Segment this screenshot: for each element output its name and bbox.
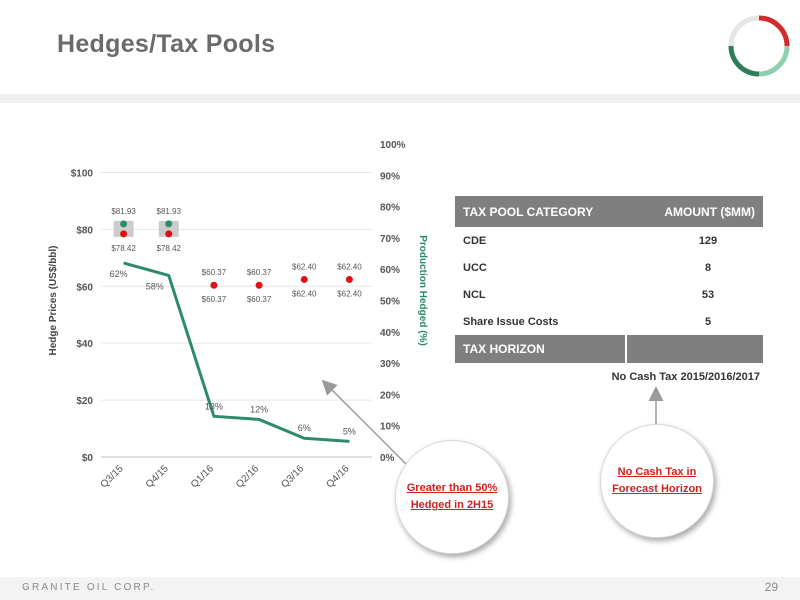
row-category: UCC <box>463 261 487 274</box>
y-right-tick-label: 80% <box>380 203 400 214</box>
line-data-label: 5% <box>343 426 356 436</box>
hedged-callout-line1: Greater than 50% <box>406 482 498 494</box>
tax-horizon-label: TAX HORIZON <box>463 342 545 356</box>
y-tick-label: $20 <box>76 396 93 407</box>
ceiling-price-label: $60.37 <box>247 268 272 277</box>
y-right-tick-label: 60% <box>380 265 400 276</box>
y-right-tick-label: 70% <box>380 234 400 245</box>
floor-price-label: $62.40 <box>292 289 317 298</box>
hedged-callout-arrow <box>321 379 413 471</box>
y-right-tick-label: 40% <box>380 328 400 339</box>
ceiling-point <box>165 220 173 228</box>
floor-price-label: $62.40 <box>337 289 362 298</box>
table-row: UCC 8 <box>455 254 763 281</box>
floor-point <box>165 230 173 238</box>
ceiling-point <box>300 275 308 283</box>
floor-price-label: $78.42 <box>157 244 182 253</box>
line-data-label: 58% <box>146 281 164 291</box>
ceiling-point <box>345 275 353 283</box>
ceiling-price-label: $60.37 <box>202 268 227 277</box>
y-right-tick-label: 20% <box>380 390 400 401</box>
column-divider <box>625 335 627 363</box>
row-amount: 129 <box>698 234 718 247</box>
row-amount: 53 <box>701 288 715 301</box>
table-row: NCL 53 <box>455 281 763 308</box>
footer-company: GRANITE OIL CORP. <box>22 582 156 593</box>
y-right-tick-label: 50% <box>380 297 400 308</box>
header-category: TAX POOL CATEGORY <box>463 204 594 219</box>
tax-horizon-header: TAX HORIZON <box>455 335 763 363</box>
ceiling-point <box>210 281 218 289</box>
y-axis-title: Hedge Prices (US$/bbl) <box>48 245 59 355</box>
tax-horizon-value: No Cash Tax 2015/2016/2017 <box>611 371 760 383</box>
header-amount: AMOUNT ($MM) <box>664 204 755 219</box>
tax-table-header: TAX POOL CATEGORY AMOUNT ($MM) <box>455 196 763 227</box>
page-title: Hedges/Tax Pools <box>57 30 276 58</box>
hedge-range-box <box>158 220 179 237</box>
line-data-label: 13% <box>205 401 223 411</box>
tax-callout: No Cash Tax in Forecast Horizon <box>600 424 714 538</box>
production-hedged-line <box>123 261 350 443</box>
ceiling-price-label: $81.93 <box>111 207 136 216</box>
page-number: 29 <box>764 580 778 594</box>
floor-price-label: $60.37 <box>247 295 272 304</box>
company-logo <box>728 15 790 77</box>
y-tick-label: $80 <box>76 225 93 236</box>
y-right-tick-label: 0% <box>380 453 395 464</box>
ceiling-price-label: $62.40 <box>292 262 317 271</box>
y-right-tick-label: 10% <box>380 422 400 433</box>
floor-price-label: $60.37 <box>202 295 227 304</box>
ceiling-price-label: $62.40 <box>337 262 362 271</box>
tax-pool-table: TAX POOL CATEGORY AMOUNT ($MM) CDE 129 U… <box>455 196 763 363</box>
y-tick-label: $60 <box>76 282 93 293</box>
ceiling-point <box>255 281 263 289</box>
table-row: CDE 129 <box>455 227 763 254</box>
row-category: Share Issue Costs <box>463 315 559 328</box>
y-tick-label: $100 <box>71 168 94 179</box>
table-row: Share Issue Costs 5 <box>455 308 763 335</box>
line-data-label: 62% <box>110 269 128 279</box>
row-amount: 8 <box>704 261 712 274</box>
y-right-tick-label: 100% <box>380 140 406 151</box>
hedge-range-box <box>113 220 134 237</box>
line-data-label: 12% <box>250 404 268 414</box>
hedged-callout: Greater than 50% Hedged in 2H15 <box>395 440 509 554</box>
ceiling-price-label: $81.93 <box>157 207 182 216</box>
row-category: NCL <box>463 288 486 301</box>
hedge-chart: $0 $20 $40 $60 $80 $100 0% 10% 20% 30% 40% 50% 60% 70… <box>48 140 428 490</box>
y-tick-label: $40 <box>76 339 93 350</box>
floor-point <box>120 230 128 238</box>
row-amount: 5 <box>704 315 712 328</box>
tax-callout-line1: No Cash Tax in <box>617 466 697 478</box>
footer-band <box>0 577 800 600</box>
hedged-callout-line2: Hedged in 2H15 <box>410 499 494 511</box>
row-category: CDE <box>463 234 487 247</box>
line-data-label: 6% <box>298 423 311 433</box>
y-right-tick-label: 90% <box>380 171 400 182</box>
y-right-axis-title: Production Hedged (%) <box>417 235 428 346</box>
floor-price-label: $78.42 <box>111 244 136 253</box>
header-band <box>0 94 800 103</box>
y-right-tick-label: 30% <box>380 359 400 370</box>
ceiling-point <box>120 220 128 228</box>
y-tick-label: $0 <box>82 453 94 464</box>
tax-callout-line2: Forecast Horizon <box>612 483 702 495</box>
